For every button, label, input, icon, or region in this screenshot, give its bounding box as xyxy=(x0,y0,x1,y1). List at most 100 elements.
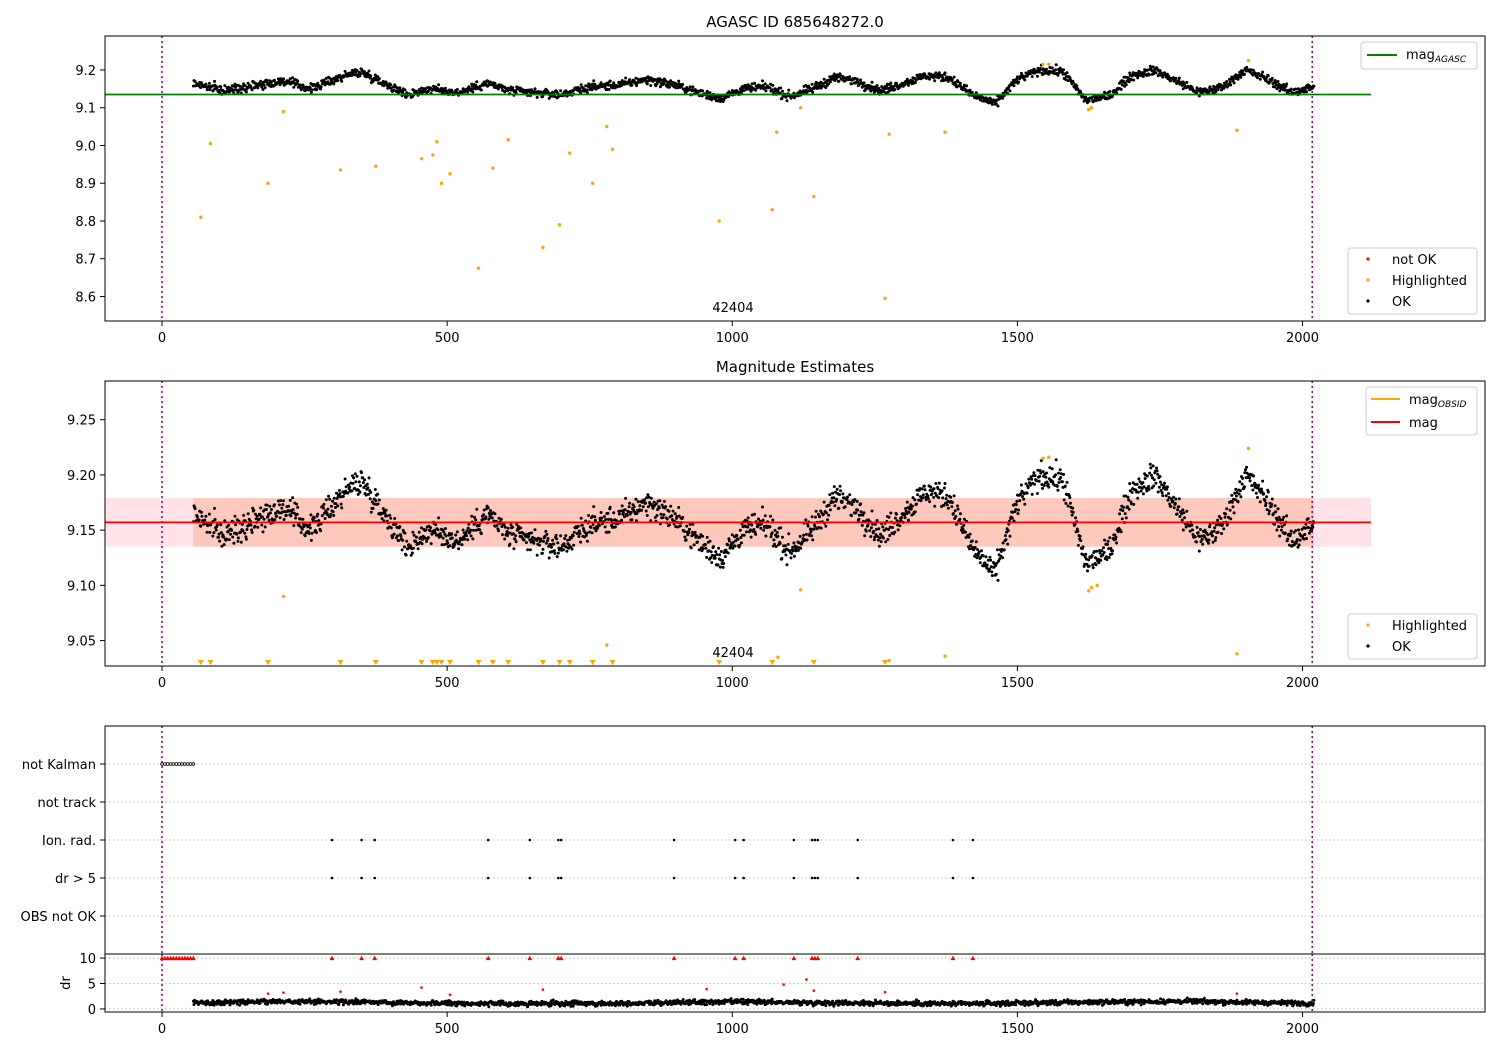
ok-point xyxy=(244,90,248,94)
ok-point xyxy=(1133,482,1137,486)
ok-point xyxy=(934,482,938,485)
ok-point xyxy=(669,79,673,83)
ok-point xyxy=(977,550,981,554)
ok-point xyxy=(1001,96,1005,100)
ok-point xyxy=(1054,473,1058,477)
ok-point xyxy=(1273,522,1277,526)
ok-point xyxy=(1071,81,1075,85)
ok-point xyxy=(828,508,832,512)
ok-point xyxy=(768,525,772,529)
ok-point xyxy=(913,498,917,502)
ok-point xyxy=(1023,502,1027,506)
ok-point xyxy=(439,89,443,93)
ok-point xyxy=(577,529,581,533)
ok-point xyxy=(1286,537,1290,541)
ok-point xyxy=(262,517,266,521)
ok-point xyxy=(1232,511,1236,515)
legend-label: OK xyxy=(1392,295,1411,310)
ok-point xyxy=(630,518,634,522)
ok-point xyxy=(254,517,258,521)
ok-point xyxy=(1124,75,1128,79)
ok-point xyxy=(896,523,900,527)
ok-point xyxy=(710,553,714,557)
ok-point xyxy=(1258,77,1262,81)
ok-point xyxy=(499,517,503,521)
ok-point xyxy=(1040,483,1044,486)
ok-point xyxy=(658,499,662,503)
ok-point xyxy=(607,83,610,87)
ok-point xyxy=(1176,508,1180,512)
ok-point xyxy=(612,81,616,85)
ok-point xyxy=(719,550,723,553)
y-tick-label: 9.15 xyxy=(67,524,96,539)
highlighted-point xyxy=(431,153,435,157)
ok-point xyxy=(453,542,457,546)
ok-point xyxy=(1128,482,1132,486)
ok-point xyxy=(1098,551,1102,555)
ok-point xyxy=(1165,487,1169,491)
ok-point xyxy=(850,514,853,518)
highlighted-point xyxy=(199,215,203,219)
ok-point xyxy=(559,89,563,93)
ok-point xyxy=(1310,528,1314,532)
ok-point xyxy=(1050,467,1054,471)
ion-rad-marker xyxy=(559,838,563,842)
ok-point xyxy=(682,530,686,533)
x-tick-label: 500 xyxy=(435,331,460,346)
ok-point xyxy=(771,83,775,87)
ok-point xyxy=(1174,76,1178,80)
ok-point xyxy=(374,499,378,503)
ok-point xyxy=(1103,538,1107,542)
ok-point xyxy=(731,540,735,544)
ok-point xyxy=(353,472,357,476)
ok-point xyxy=(653,516,657,519)
ok-point xyxy=(668,523,671,527)
ok-point xyxy=(871,85,875,89)
ok-point xyxy=(261,530,265,534)
ok-point xyxy=(739,536,743,540)
ok-point xyxy=(1163,481,1166,485)
ok-point xyxy=(954,515,958,518)
ok-point xyxy=(1119,530,1123,534)
ok-point xyxy=(942,486,946,490)
ok-point xyxy=(1006,542,1010,546)
ok-point xyxy=(1164,494,1168,498)
ok-point xyxy=(1019,483,1023,487)
x-tick-label: 500 xyxy=(435,676,460,691)
ok-point xyxy=(828,80,832,84)
ok-point xyxy=(1267,509,1271,513)
highlighted-point xyxy=(590,181,595,185)
ok-point xyxy=(1137,477,1141,481)
ok-point xyxy=(594,529,598,533)
ok-point xyxy=(768,86,772,90)
dr-gt-5-marker xyxy=(330,876,334,880)
ok-point xyxy=(599,519,602,523)
ok-point xyxy=(580,523,584,527)
ok-point xyxy=(392,532,396,536)
ok-point xyxy=(1129,78,1133,82)
ok-point xyxy=(1079,539,1083,543)
ok-point xyxy=(437,83,441,87)
ok-point xyxy=(233,82,237,86)
ok-point xyxy=(645,82,649,86)
ok-point xyxy=(857,517,861,521)
ok-point xyxy=(576,531,580,535)
ok-point xyxy=(1169,504,1173,508)
ok-point xyxy=(1241,476,1245,480)
ok-point xyxy=(670,514,674,518)
ok-point xyxy=(465,529,469,533)
ok-point xyxy=(438,532,442,536)
ok-point xyxy=(1127,498,1131,502)
ok-point xyxy=(843,505,847,509)
ok-point xyxy=(479,88,483,92)
ok-point xyxy=(974,540,978,544)
ok-point xyxy=(412,533,416,537)
ok-point xyxy=(990,102,994,106)
x-tick-label: 2000 xyxy=(1286,331,1319,346)
ok-point xyxy=(227,523,231,527)
ok-point xyxy=(1260,487,1263,491)
ok-point xyxy=(869,535,873,539)
ok-point xyxy=(1105,558,1109,562)
ok-point xyxy=(1305,90,1308,94)
ok-point xyxy=(1278,89,1282,93)
